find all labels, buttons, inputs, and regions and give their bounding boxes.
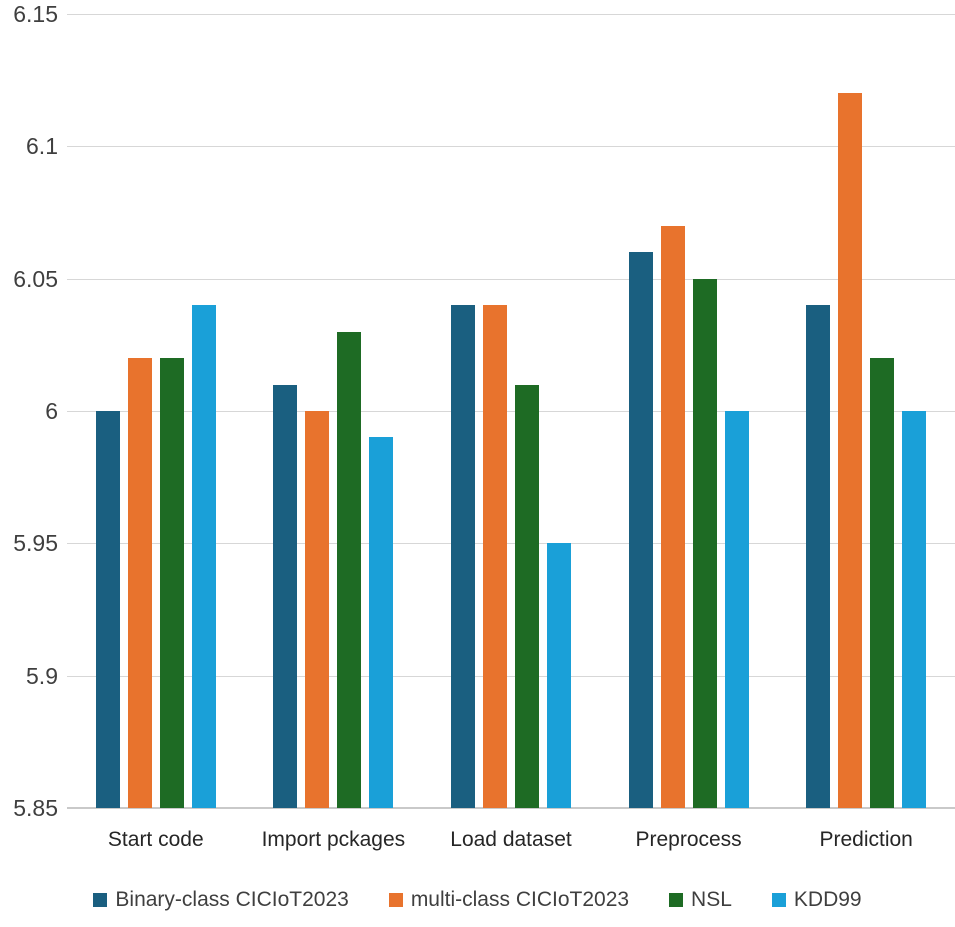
- bar: [628, 252, 653, 808]
- y-tick-label: 6: [45, 398, 58, 424]
- bar: [95, 411, 120, 808]
- legend-swatch-icon: [771, 893, 786, 907]
- bar: [337, 331, 362, 808]
- gridline: [67, 146, 955, 148]
- gridline: [67, 278, 955, 280]
- x-axis-line: [67, 807, 955, 809]
- legend-label: NSL: [691, 888, 732, 911]
- x-tick-label: Load dataset: [450, 828, 572, 851]
- legend-swatch-icon: [669, 893, 684, 907]
- bar: [870, 358, 895, 808]
- bar: [724, 411, 749, 808]
- legend-item: Binary-class CICIoT2023: [93, 888, 349, 912]
- bar: [902, 411, 927, 808]
- bar: [806, 305, 831, 808]
- x-tick-label: Preprocess: [635, 828, 742, 851]
- legend-item: KDD99: [771, 888, 862, 912]
- x-axis: Start code Import pckages Load dataset Prep…: [67, 824, 955, 856]
- bar: [127, 358, 152, 808]
- plot-area: [67, 14, 955, 809]
- y-tick-label: 6.05: [13, 265, 58, 292]
- bar: [546, 543, 571, 808]
- y-tick-label: 6.1: [26, 133, 58, 160]
- y-axis: 6.15 6.1 6.05 6 5.95 5.9 5.85: [0, 1, 58, 821]
- y-tick-label: 5.95: [13, 530, 58, 557]
- x-tick-label: Start code: [107, 828, 204, 851]
- bar: [514, 384, 539, 808]
- legend-label: Binary-class CICIoT2023: [115, 888, 349, 911]
- bar: [660, 225, 685, 808]
- legend-item: multi-class CICIoT2023: [388, 888, 630, 912]
- x-tick-label: Prediction: [819, 828, 913, 851]
- bar: [838, 93, 863, 808]
- y-tick-label: 6.15: [13, 1, 58, 27]
- legend-item: NSL: [669, 888, 732, 912]
- bar: [273, 384, 298, 808]
- bar-group: [67, 14, 245, 808]
- gridline: [67, 411, 955, 412]
- bar: [191, 305, 216, 808]
- bar: [482, 305, 507, 808]
- bar: [692, 278, 717, 808]
- legend-swatch-icon: [93, 893, 108, 907]
- bar-group: [245, 14, 423, 808]
- y-tick-label: 5.9: [26, 662, 58, 689]
- y-tick-label: 5.85: [13, 795, 58, 821]
- bar: [369, 437, 394, 808]
- x-tick-label: Import pckages: [261, 828, 406, 851]
- bar-group: [777, 14, 955, 808]
- legend-label: KDD99: [793, 888, 862, 911]
- legend-swatch-icon: [388, 893, 403, 907]
- bar: [450, 305, 475, 808]
- gridline: [67, 14, 955, 15]
- gridline: [67, 675, 955, 677]
- bar: [159, 358, 184, 808]
- bar-group: [422, 14, 600, 808]
- bar-group: [600, 14, 778, 808]
- legend: Binary-class CICIoT2023 multi-class CICIo…: [0, 888, 955, 912]
- bar: [305, 411, 330, 808]
- gridline: [67, 543, 955, 545]
- legend-label: multi-class CICIoT2023: [410, 888, 630, 911]
